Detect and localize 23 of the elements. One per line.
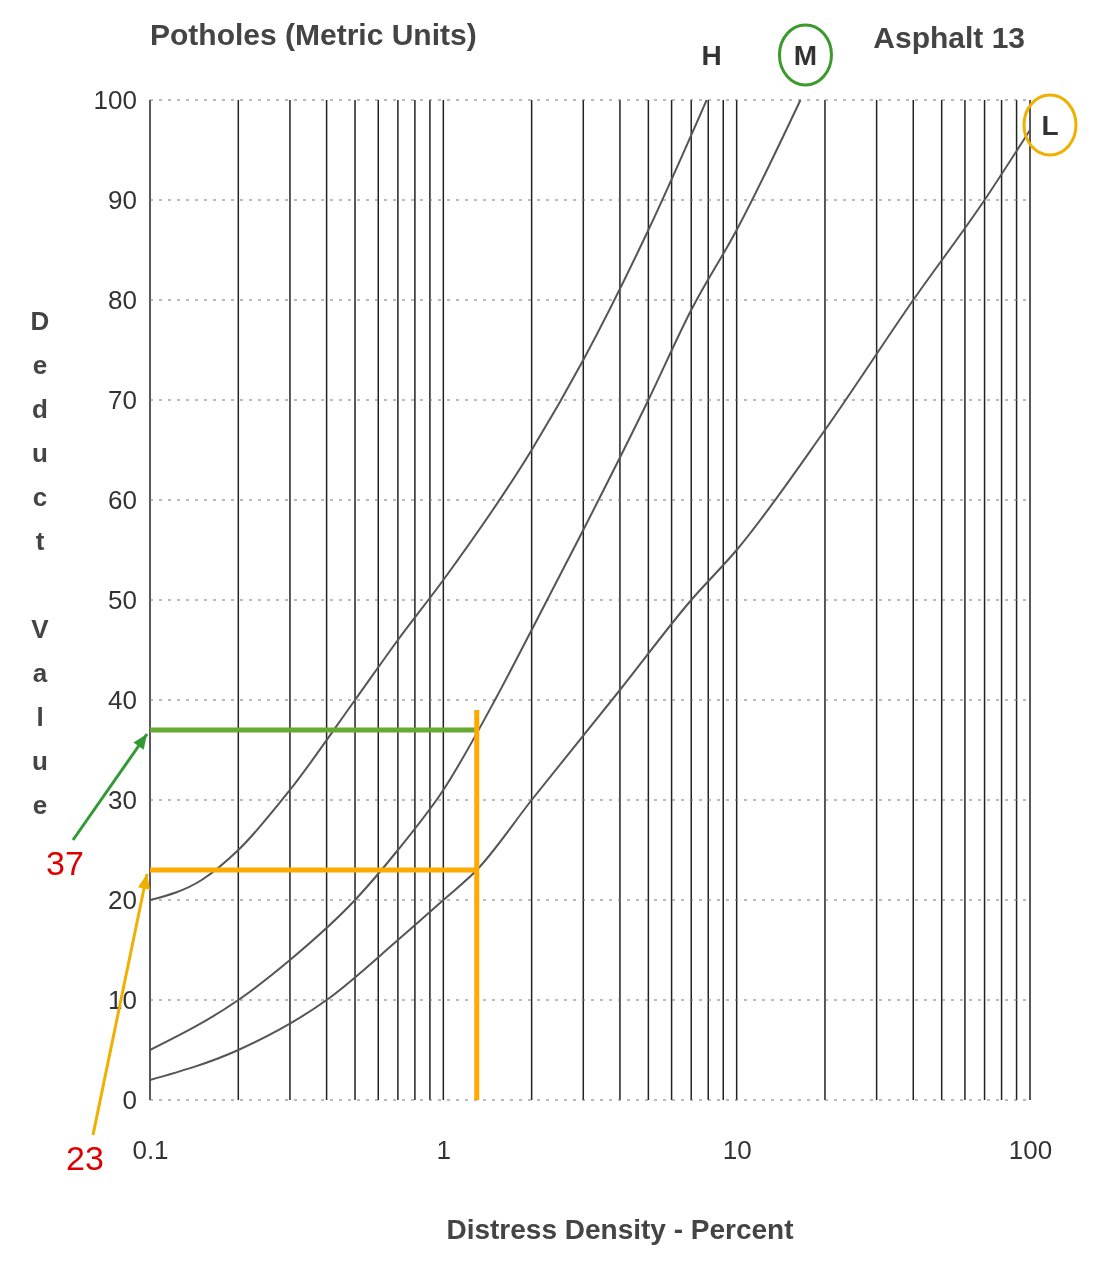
x-tick-label: 0.1 <box>132 1135 169 1166</box>
y-tick-label: 100 <box>93 84 137 115</box>
annotation: 23 <box>66 1139 104 1177</box>
y-tick-label: 80 <box>108 284 137 315</box>
annotation: 37 <box>46 844 84 882</box>
x-tick-label: 10 <box>722 1135 752 1166</box>
series-label: H <box>701 40 722 71</box>
text: Deduct Value <box>30 306 50 820</box>
y-tick-label: 90 <box>108 184 137 215</box>
chart-title: Potholes (Metric Units) <box>150 18 477 51</box>
text: Asphalt 13 <box>873 21 1025 54</box>
y-tick-label: 30 <box>108 784 137 815</box>
series-label: M <box>793 40 818 71</box>
x-tick-label: 100 <box>1008 1135 1053 1166</box>
y-tick-label: 40 <box>108 684 137 715</box>
x-axis-title: Distress Density - Percent <box>446 1214 794 1245</box>
x-tick-label: 1 <box>436 1135 452 1166</box>
y-tick-label: 50 <box>108 584 137 615</box>
series-label: L <box>1041 110 1059 141</box>
y-tick-label: 0 <box>122 1084 137 1115</box>
y-tick-label: 20 <box>108 884 137 915</box>
y-tick-label: 70 <box>108 384 137 415</box>
y-tick-label: 60 <box>108 484 137 515</box>
